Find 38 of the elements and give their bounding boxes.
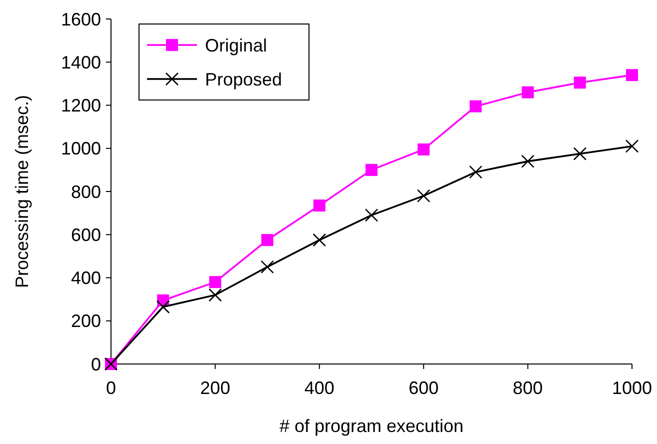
point xyxy=(364,208,378,222)
point xyxy=(208,288,222,302)
y-tick-label: 0 xyxy=(90,354,101,374)
point xyxy=(469,165,482,179)
x-tick-label: 1000 xyxy=(612,378,652,398)
y-axis-title: Processing time (msec.) xyxy=(12,94,32,288)
y-tick-label: 1000 xyxy=(60,138,101,159)
legend-label: Proposed xyxy=(205,69,282,90)
point xyxy=(261,234,274,246)
y-tick-label: 600 xyxy=(70,224,101,245)
point xyxy=(522,86,534,98)
y-tick-label: 1600 xyxy=(60,9,101,30)
point xyxy=(312,233,326,247)
point xyxy=(260,260,274,274)
y-tick-label: 200 xyxy=(70,311,101,332)
point xyxy=(521,154,534,168)
point xyxy=(156,300,170,314)
x-tick-label: 0 xyxy=(106,378,116,398)
x-tick-label: 400 xyxy=(304,378,334,398)
point xyxy=(418,143,430,156)
x-tick-label: 800 xyxy=(512,378,543,398)
point xyxy=(625,140,639,153)
point xyxy=(574,76,586,89)
x-tick-label: 600 xyxy=(408,378,439,398)
y-tick-label: 1400 xyxy=(60,52,101,72)
point xyxy=(470,100,482,112)
y-tick-label: 1200 xyxy=(60,96,101,116)
point xyxy=(573,147,587,160)
legend-label: Original xyxy=(205,35,268,56)
x-axis-title: # of program execution xyxy=(279,416,464,436)
point xyxy=(313,200,326,212)
y-tick-label: 400 xyxy=(70,268,101,288)
point xyxy=(626,69,638,82)
point xyxy=(209,276,222,288)
y-tick-label: 800 xyxy=(70,182,101,202)
point xyxy=(366,164,378,176)
point xyxy=(416,189,430,202)
x-tick-label: 200 xyxy=(200,378,230,398)
